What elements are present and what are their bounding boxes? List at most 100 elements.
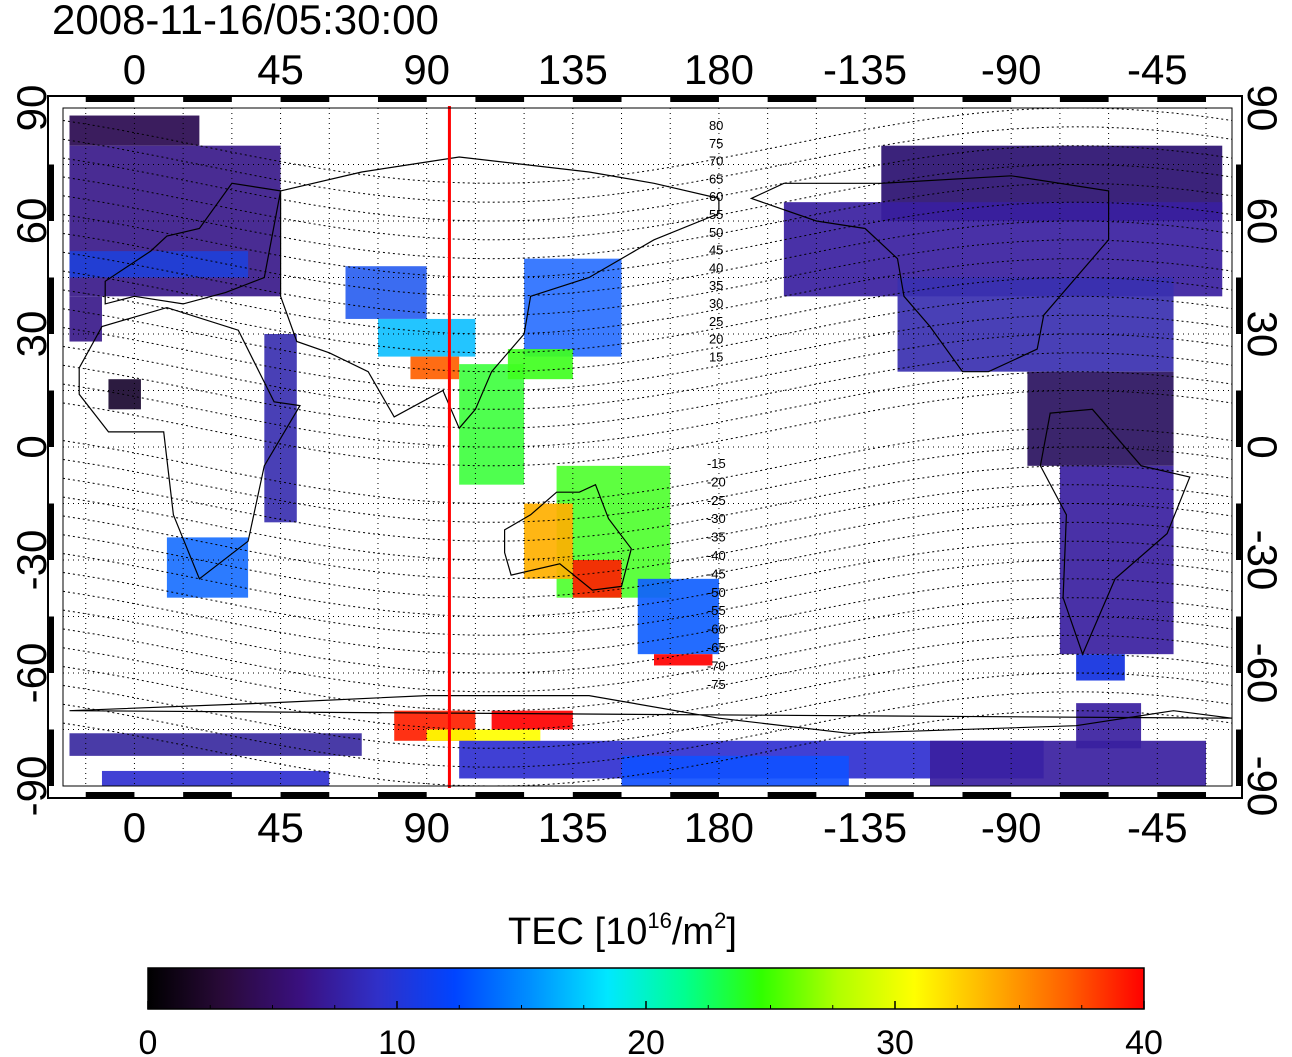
axis-labels: 0 0 45 45 90 90 135 135 180 180 -135 -135 -90 -90 -45 -…	[8, 46, 1286, 851]
coastline	[69, 695, 1233, 734]
colorbar-tick-label: 10	[378, 1024, 416, 1057]
tec-patch	[524, 258, 622, 357]
left-latitude-label: 30	[8, 311, 55, 358]
frame-segment	[475, 792, 525, 798]
bottom-longitude-label: -45	[1127, 804, 1188, 851]
contour-label: -75	[707, 677, 726, 692]
right-latitude-label: 60	[1239, 198, 1286, 245]
frame-segment	[48, 503, 54, 560]
coastline	[504, 483, 632, 591]
frame-segment	[572, 792, 622, 798]
colorbar-tick-label: 30	[876, 1024, 914, 1057]
coastline	[749, 175, 1110, 373]
contour-label: 80	[709, 118, 723, 133]
contour-label: 25	[709, 314, 723, 329]
frame-segment	[475, 96, 525, 102]
frame-segment	[1157, 792, 1207, 798]
contour-label: 35	[709, 278, 723, 293]
top-longitude-label: -135	[823, 46, 907, 93]
contour-label: -55	[707, 603, 726, 618]
frame-segment	[1236, 616, 1242, 673]
contour-line	[62, 597, 1233, 674]
frame-segment	[962, 792, 1012, 798]
frame-segment	[48, 729, 54, 786]
contour-line	[62, 672, 1233, 749]
left-latitude-label: 0	[8, 435, 55, 458]
colorbar-title: TEC [1016/m2]	[508, 908, 737, 953]
tec-patch	[459, 364, 525, 485]
contour-line	[62, 220, 1233, 297]
right-latitude-label: 90	[1239, 85, 1286, 132]
frame-segment	[1236, 503, 1242, 560]
tec-patch	[69, 733, 362, 756]
magnetic-latitude-contours: 80 75 70 65 60 55 50 45 40 35 30 25 20 15 -15 -20 -25 -30…	[62, 107, 1233, 787]
frame-segment	[670, 96, 719, 102]
contour-label: -20	[707, 474, 726, 489]
frame-segment	[48, 164, 54, 221]
frame-segment	[377, 792, 427, 798]
tec-patch	[491, 710, 573, 730]
contour-label: 45	[709, 243, 723, 258]
bottom-longitude-label: 45	[257, 804, 304, 851]
contour-line	[62, 333, 1233, 410]
frame-segment	[280, 96, 330, 102]
frame-segment	[670, 792, 719, 798]
contour-line	[62, 163, 1233, 241]
top-longitude-label: 90	[403, 46, 450, 93]
frame-segment	[572, 96, 622, 102]
contour-line	[62, 559, 1233, 636]
contour-line	[62, 182, 1233, 260]
bottom-longitude-label: -90	[981, 804, 1042, 851]
contour-label: 40	[709, 260, 723, 275]
colorbar-tick-label: 20	[627, 1024, 665, 1057]
map-panel: 80 75 70 65 60 55 50 45 40 35 30 25 20 15 -15 -20 -25 -30…	[8, 46, 1286, 851]
left-latitude-label: -90	[8, 756, 55, 817]
top-longitude-label: -45	[1127, 46, 1188, 93]
frame-segment	[962, 96, 1012, 102]
top-longitude-label: -90	[981, 46, 1042, 93]
contour-line	[62, 389, 1233, 467]
bottom-longitude-label: 0	[123, 804, 146, 851]
contour-line	[62, 578, 1233, 655]
contour-label: -45	[707, 566, 726, 581]
contour-line	[62, 521, 1233, 599]
graticule	[63, 107, 1232, 787]
frame-segment	[48, 277, 54, 334]
coastline	[1039, 408, 1191, 656]
contour-line	[62, 502, 1233, 580]
colorbar: TEC [1016/m2] 0 10 20 30 40	[139, 908, 1163, 1057]
frame-segment	[1236, 390, 1242, 447]
tec-patch	[410, 356, 460, 380]
contour-label: 65	[709, 171, 723, 186]
tec-patch	[426, 729, 541, 741]
tec-patch	[621, 755, 849, 786]
contour-line	[62, 107, 1233, 184]
tec-patch	[507, 349, 573, 380]
contour-line	[62, 615, 1233, 693]
bottom-longitude-label: 180	[684, 804, 754, 851]
contour-label: -60	[707, 622, 726, 637]
colorbar-ticks: 0 10 20 30 40	[139, 1001, 1163, 1057]
tec-patch	[377, 318, 476, 357]
contour-line	[62, 371, 1233, 448]
top-longitude-label: 45	[257, 46, 304, 93]
tec-patch	[166, 537, 249, 598]
frame-segment	[377, 96, 427, 102]
colorbar-tick-label: 40	[1125, 1024, 1163, 1057]
contour-label: -50	[707, 585, 726, 600]
top-longitude-label: 0	[123, 46, 146, 93]
coastline-layer	[69, 156, 1233, 734]
contour-line	[62, 540, 1233, 618]
left-latitude-label: -60	[8, 643, 55, 704]
inner-frame	[62, 107, 1233, 787]
left-latitude-label: -30	[8, 530, 55, 591]
frame-segment	[280, 792, 330, 798]
tec-data-layer	[69, 115, 1223, 786]
tec-patch	[101, 770, 330, 786]
timestamp-title: 2008-11-16/05:30:00	[52, 0, 439, 43]
tec-patch	[930, 740, 1207, 786]
right-latitude-label: -90	[1239, 756, 1286, 817]
contour-line	[62, 352, 1233, 429]
contour-line	[62, 484, 1233, 561]
contour-line	[62, 126, 1233, 203]
